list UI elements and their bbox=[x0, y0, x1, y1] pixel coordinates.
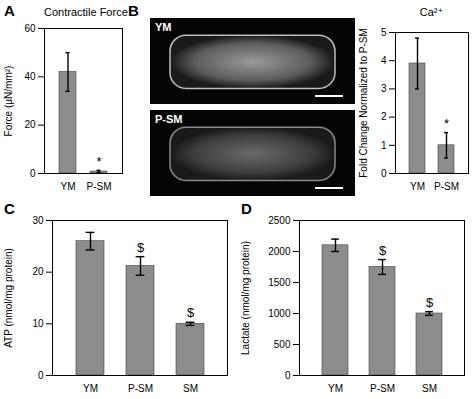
svg-text:$: $ bbox=[137, 240, 145, 255]
svg-text:40: 40 bbox=[24, 71, 36, 82]
svg-text:$: $ bbox=[426, 295, 434, 310]
svg-text:1000: 1000 bbox=[268, 308, 291, 319]
svg-text:P-SM: P-SM bbox=[370, 383, 395, 394]
svg-text:2: 2 bbox=[381, 111, 387, 122]
svg-text:10: 10 bbox=[32, 318, 44, 329]
svg-text:$: $ bbox=[187, 305, 195, 320]
svg-text:20: 20 bbox=[24, 119, 36, 130]
svg-text:Fold Change Normalized to P-SM: Fold Change Normalized to P-SM bbox=[358, 28, 369, 178]
svg-text:P-SM: P-SM bbox=[87, 181, 112, 192]
svg-text:*: * bbox=[96, 154, 101, 169]
html-text:D: D bbox=[241, 200, 252, 217]
svg-text:3: 3 bbox=[381, 83, 387, 94]
svg-text:Force (μN/mm²): Force (μN/mm²) bbox=[3, 66, 14, 137]
svg-text:SM: SM bbox=[183, 383, 198, 394]
svg-text:YM: YM bbox=[328, 383, 343, 394]
svg-text:$: $ bbox=[379, 243, 387, 258]
svg-text:5: 5 bbox=[381, 27, 387, 38]
svg-text:0: 0 bbox=[38, 370, 44, 381]
svg-text:*: * bbox=[444, 116, 449, 131]
html-text:C: C bbox=[4, 200, 15, 217]
svg-text:4: 4 bbox=[381, 55, 387, 66]
svg-text:30: 30 bbox=[32, 215, 44, 226]
svg-text:2500: 2500 bbox=[268, 215, 291, 226]
svg-text:20: 20 bbox=[32, 266, 44, 277]
svg-text:ATP (nmol/mg protein): ATP (nmol/mg protein) bbox=[3, 248, 14, 348]
html-text:Contractile ForceB: Contractile ForceB bbox=[44, 2, 139, 19]
svg-text:Lactate (nmol/mg protein): Lactate (nmol/mg protein) bbox=[240, 241, 251, 355]
svg-text:0: 0 bbox=[381, 168, 387, 179]
svg-text:0: 0 bbox=[285, 370, 291, 381]
svg-text:YM: YM bbox=[83, 383, 98, 394]
svg-text:SM: SM bbox=[422, 383, 437, 394]
svg-text:YM: YM bbox=[410, 181, 425, 192]
html-text:YM: YM bbox=[155, 21, 172, 33]
svg-text:P-SM: P-SM bbox=[128, 383, 153, 394]
svg-text:2000: 2000 bbox=[268, 246, 291, 257]
svg-text:P-SM: P-SM bbox=[434, 181, 459, 192]
html-text:P-SM: P-SM bbox=[155, 113, 183, 125]
html-text:A: A bbox=[4, 2, 15, 19]
svg-text:1: 1 bbox=[381, 140, 387, 151]
svg-text:500: 500 bbox=[274, 339, 291, 350]
svg-text:0: 0 bbox=[30, 168, 36, 179]
svg-text:YM: YM bbox=[61, 181, 76, 192]
svg-text:1500: 1500 bbox=[268, 277, 291, 288]
svg-text:60: 60 bbox=[24, 23, 36, 34]
html-text:Ca²⁺: Ca²⁺ bbox=[419, 6, 444, 18]
